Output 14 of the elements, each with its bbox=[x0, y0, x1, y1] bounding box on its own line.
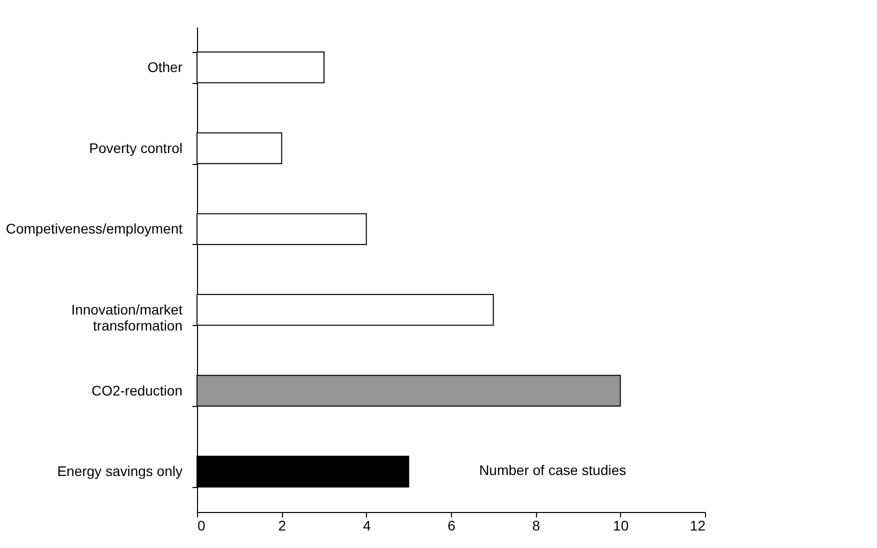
x-axis-title: Number of case studies bbox=[479, 462, 626, 478]
y-tick-label: CO2-reduction bbox=[91, 382, 182, 398]
y-tick-label: Energy savings only bbox=[57, 463, 182, 480]
x-tick-label: 10 bbox=[613, 518, 629, 534]
x-tick-label: 0 bbox=[198, 518, 206, 534]
x-tick-label: 8 bbox=[532, 518, 540, 534]
y-tick-label: Other bbox=[147, 58, 183, 75]
y-tick-label: Competiveness/employment bbox=[6, 220, 183, 237]
x-tick-label: 4 bbox=[362, 518, 371, 534]
y-tick-label: Poverty control bbox=[89, 140, 182, 156]
y-tick-label: Innovation/market transformation bbox=[71, 301, 183, 334]
x-tick-label: 6 bbox=[448, 518, 456, 534]
x-tick-label: 12 bbox=[690, 518, 706, 534]
x-tick-label: 2 bbox=[278, 518, 286, 534]
